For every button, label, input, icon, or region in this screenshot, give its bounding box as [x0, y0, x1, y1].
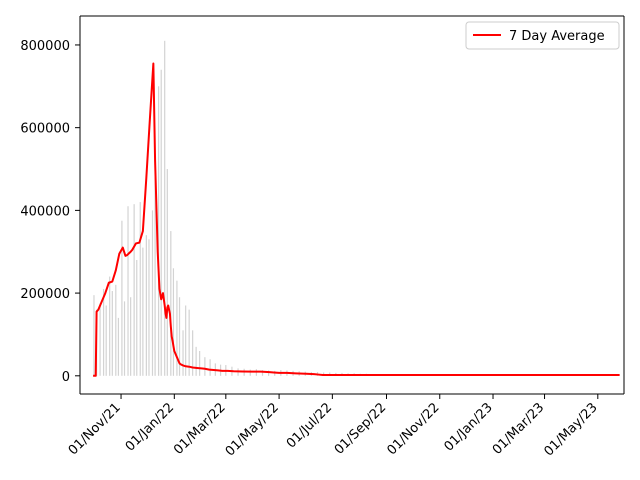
daily-bar [127, 206, 129, 376]
daily-bar [164, 40, 166, 376]
daily-bar [160, 69, 162, 376]
x-tick-label: 01/Jul/22 [284, 400, 335, 451]
daily-bar [172, 268, 175, 376]
daily-bar [145, 235, 147, 376]
daily-bar [109, 276, 111, 376]
x-tick-label: 01/Nov/21 [66, 400, 124, 458]
daily-bar [111, 291, 113, 376]
y-tick-label: 800000 [20, 39, 70, 54]
daily-bar [176, 280, 178, 376]
x-tick-label: 01/Sep/22 [332, 400, 390, 458]
legend-label: 7 Day Average [509, 29, 605, 44]
x-tick-label: 01/May/22 [223, 400, 282, 459]
daily-bar [170, 231, 172, 376]
x-tick-label: 01/Mar/22 [171, 400, 229, 458]
daily-bar [121, 220, 123, 376]
x-tick-label: 01/Nov/22 [384, 400, 442, 458]
daily-bar [130, 297, 132, 376]
daily-bar [154, 177, 156, 376]
daily-bar [93, 295, 95, 376]
daily-bars [93, 40, 368, 376]
axes: 020000040000060000080000001/Nov/2101/Jan… [20, 15, 625, 459]
y-tick-label: 600000 [20, 122, 70, 137]
daily-bar [268, 370, 270, 376]
daily-bar [117, 317, 120, 376]
daily-bar [139, 202, 141, 376]
daily-bar [185, 305, 187, 376]
line-layer [93, 62, 620, 377]
daily-bar [136, 260, 138, 376]
daily-bar [99, 303, 101, 376]
daily-bar [133, 204, 135, 376]
x-tick-label: 01/Jan/22 [123, 400, 177, 454]
daily-bar [151, 210, 154, 376]
daily-bar [102, 288, 105, 376]
daily-bar [192, 330, 194, 376]
legend-box [465, 21, 620, 50]
daily-bar [188, 309, 190, 376]
x-tick-label: 01/Jan/23 [441, 400, 495, 454]
daily-bar [123, 301, 126, 376]
daily-bar [195, 346, 197, 376]
series-line-7-day-average [93, 62, 620, 377]
daily-bar [142, 247, 144, 376]
daily-bar [166, 169, 168, 376]
y-tick-label: 400000 [20, 204, 70, 219]
x-tick-label: 01/May/23 [541, 400, 600, 459]
daily-bar [204, 357, 206, 376]
y-tick-label: 200000 [20, 287, 70, 302]
y-tick-label: 0 [62, 370, 70, 385]
x-tick-label: 01/Mar/23 [490, 400, 548, 458]
daily-bar [199, 350, 201, 376]
daily-bar [157, 86, 160, 376]
daily-bar [115, 284, 117, 376]
daily-bar [209, 359, 211, 376]
daily-bar [182, 330, 184, 376]
legend: 7 Day Average [465, 21, 620, 50]
daily-bar [261, 370, 264, 376]
daily-bar [105, 305, 107, 376]
daily-bar [178, 297, 181, 376]
daily-bar [148, 239, 150, 376]
daily-bar [249, 369, 251, 376]
